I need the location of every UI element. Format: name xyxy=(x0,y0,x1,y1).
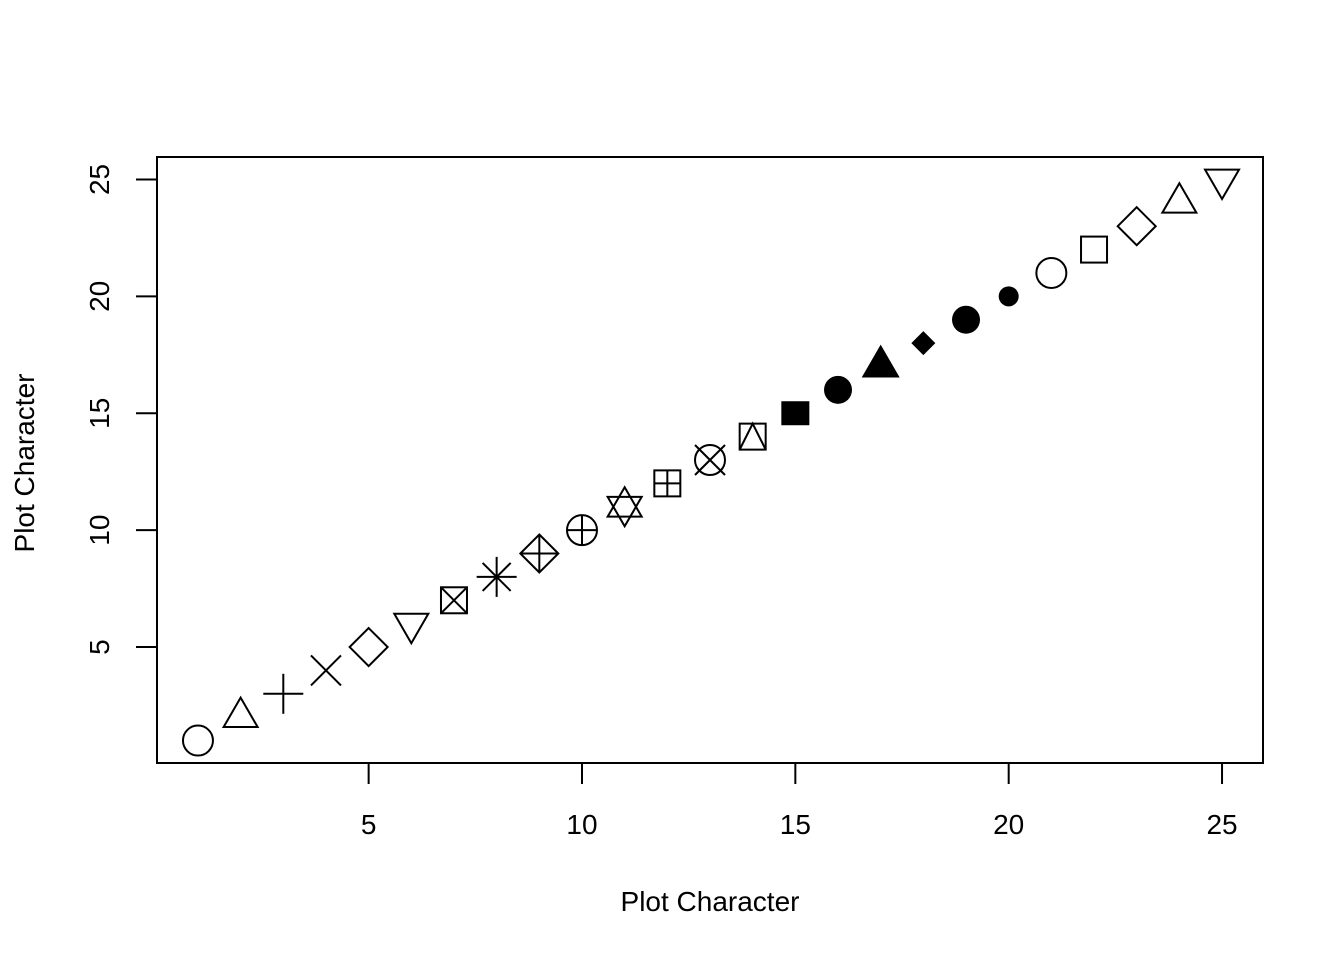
y-axis-label: Plot Character xyxy=(9,374,40,553)
y-tick-label: 5 xyxy=(84,639,115,655)
data-point xyxy=(1080,235,1109,264)
data-point xyxy=(1203,168,1241,201)
data-point xyxy=(694,444,726,476)
data-point xyxy=(221,695,260,729)
x-tick-label: 20 xyxy=(993,809,1024,840)
y-axis: 5 10 15 20 25 xyxy=(84,164,158,655)
data-point xyxy=(1035,256,1068,289)
data-point xyxy=(738,421,767,451)
data-point xyxy=(263,673,304,714)
x-tick-label: 5 xyxy=(361,809,377,840)
x-axis: 5 10 15 20 25 xyxy=(361,762,1238,840)
data-point xyxy=(861,344,900,378)
data-point xyxy=(348,626,390,668)
data-point xyxy=(392,612,431,646)
data-points xyxy=(181,168,1241,757)
data-point xyxy=(181,724,214,757)
data-point xyxy=(1116,205,1158,247)
y-tick-label: 25 xyxy=(84,164,115,195)
y-tick-label: 15 xyxy=(84,398,115,429)
data-point xyxy=(518,533,560,574)
y-tick-label: 20 xyxy=(84,281,115,312)
data-point xyxy=(565,514,598,547)
data-point xyxy=(310,654,342,687)
y-tick-label: 10 xyxy=(84,515,115,546)
data-point xyxy=(439,586,468,615)
x-tick-label: 15 xyxy=(780,809,811,840)
data-point xyxy=(605,485,644,529)
data-point xyxy=(476,556,517,597)
data-point xyxy=(952,305,981,334)
x-tick-label: 25 xyxy=(1206,809,1237,840)
data-point xyxy=(911,331,936,356)
x-tick-label: 10 xyxy=(566,809,597,840)
data-point xyxy=(998,286,1019,307)
data-point xyxy=(781,401,810,426)
data-point xyxy=(824,375,853,404)
data-point xyxy=(1160,181,1199,214)
x-axis-label: Plot Character xyxy=(621,886,800,917)
data-point xyxy=(653,469,682,498)
